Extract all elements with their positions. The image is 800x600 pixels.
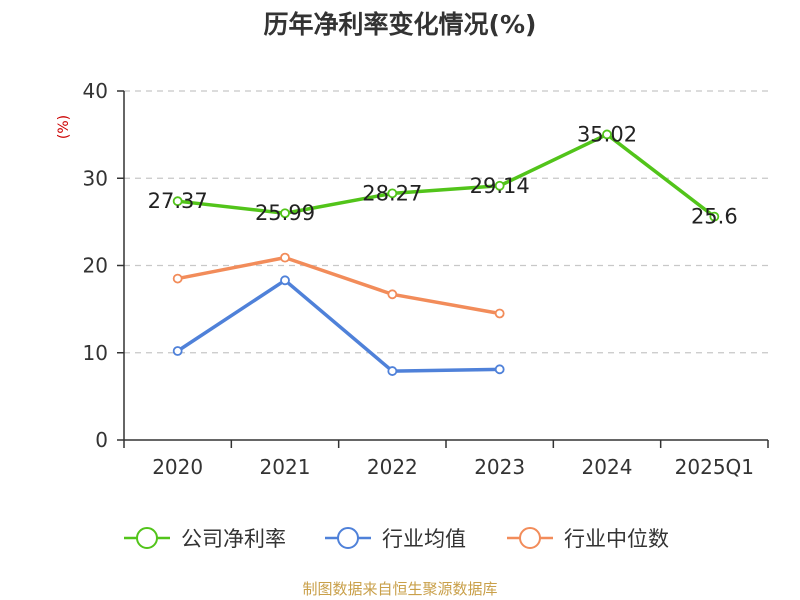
legend-label: 公司净利率 — [181, 527, 286, 551]
y-axis-label: (%) — [56, 115, 72, 139]
legend-marker — [519, 527, 541, 549]
chart-title: 历年净利率变化情况(%) — [264, 10, 537, 39]
x-tick-label: 2021 — [260, 455, 311, 479]
data-point — [172, 196, 183, 207]
data-point — [494, 364, 505, 375]
series-group — [172, 129, 720, 376]
legend-item[interactable]: 行业中位数 — [507, 527, 669, 551]
series-line-1 — [176, 278, 500, 373]
axes: 0 10 20 30 40 2020 2021 2022 2023 2024 2025Q1 — [83, 79, 769, 479]
data-point — [387, 289, 398, 300]
data-point — [280, 208, 290, 219]
data-labels: 27.37 25.99 28.27 29.14 35.02 25.6 — [148, 122, 738, 228]
legend[interactable]: 公司净利率 行业均值 行业中位数 — [124, 527, 669, 551]
data-label: 29.14 — [470, 174, 530, 198]
data-point — [172, 346, 183, 356]
data-point — [494, 308, 505, 319]
source-note: 制图数据来自恒生聚源数据库 — [302, 580, 497, 598]
data-point — [387, 188, 398, 199]
data-point — [494, 180, 505, 191]
x-tick-label: 2024 — [582, 455, 633, 479]
x-tick-label: 2022 — [367, 455, 418, 479]
data-point — [280, 275, 290, 286]
x-tick-label: 2025Q1 — [675, 455, 754, 479]
data-point — [709, 211, 720, 222]
data-label: 25.99 — [255, 201, 315, 225]
data-label: 35.02 — [577, 122, 637, 146]
series-line-2 — [177, 255, 500, 316]
x-tick-label: 2020 — [152, 455, 203, 479]
y-tick-label: 0 — [95, 428, 108, 452]
data-label: 27.37 — [148, 189, 208, 213]
x-tick-label: 2023 — [474, 455, 525, 479]
y-tick-label: 30 — [83, 166, 108, 190]
legend-label: 行业均值 — [382, 527, 466, 551]
series-line-0 — [177, 132, 716, 219]
data-label: 25.6 — [691, 205, 738, 229]
data-label: 28.27 — [362, 181, 422, 205]
legend-item[interactable]: 行业均值 — [325, 527, 466, 551]
y-tick-label: 40 — [83, 79, 108, 103]
data-point — [602, 129, 612, 140]
y-tick-label: 20 — [83, 254, 108, 278]
data-point — [172, 273, 183, 284]
grid-lines — [124, 90, 768, 354]
data-point — [280, 252, 290, 263]
legend-marker — [337, 527, 359, 549]
y-tick-label: 10 — [83, 341, 108, 365]
legend-item[interactable]: 公司净利率 — [124, 527, 286, 551]
data-point — [387, 366, 398, 376]
legend-marker — [136, 527, 158, 549]
legend-label: 行业中位数 — [564, 527, 669, 551]
